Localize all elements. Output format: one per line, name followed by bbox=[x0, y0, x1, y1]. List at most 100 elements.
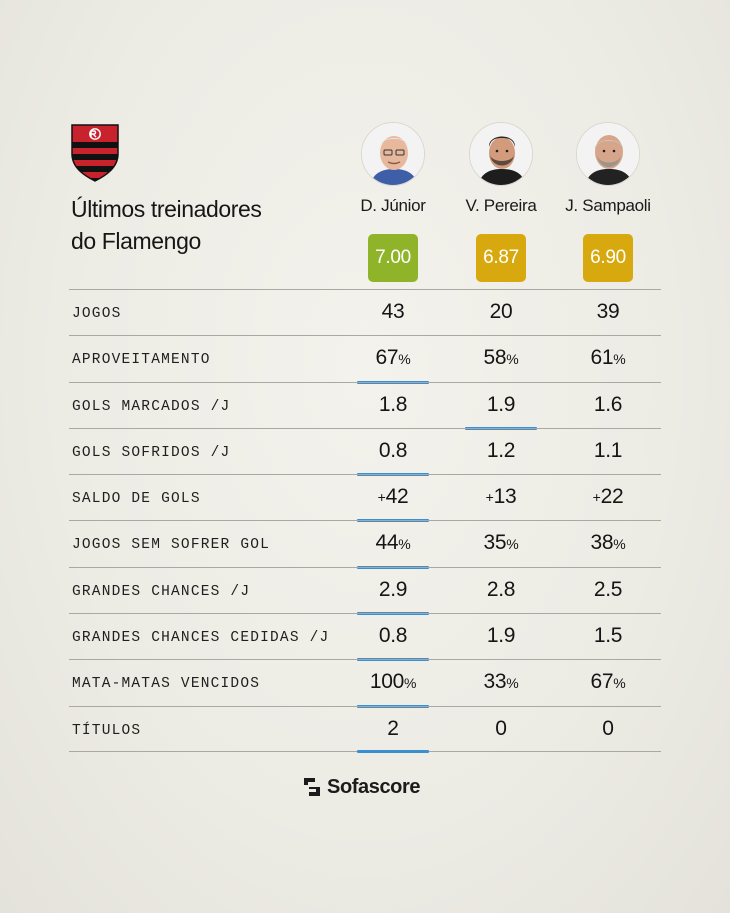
stat-value: 35% bbox=[465, 531, 537, 555]
stat-value: 67% bbox=[357, 346, 429, 370]
stat-value-number: 1.6 bbox=[593, 392, 623, 416]
table-row: JOGOS 43 20 39 bbox=[69, 289, 661, 335]
title-line-2: do Flamengo bbox=[71, 228, 201, 254]
stat-value-number: 0.8 bbox=[378, 438, 408, 462]
stat-value: 0 bbox=[465, 717, 537, 741]
stat-value-number: 33 bbox=[483, 670, 507, 694]
stat-value: 38% bbox=[572, 531, 644, 555]
best-value-underline bbox=[357, 749, 429, 753]
title-line-1: Últimos treinadores bbox=[71, 196, 262, 222]
coach-column-sampaoli: J. Sampaoli 6.90 bbox=[553, 122, 663, 282]
stat-value: 2.9 bbox=[357, 578, 429, 602]
stat-value-number: 0.8 bbox=[378, 624, 408, 648]
stat-value-number: 20 bbox=[489, 300, 513, 323]
coach-avatar bbox=[576, 122, 640, 186]
stat-value: 0.8 bbox=[357, 439, 429, 463]
table-row: TÍTULOS 2 0 0 bbox=[69, 705, 661, 753]
stat-value-suffix: % bbox=[403, 675, 417, 692]
stat-label: APROVEITAMENTO bbox=[72, 352, 211, 369]
stat-value-suffix: % bbox=[506, 536, 519, 553]
stat-value-suffix: % bbox=[398, 351, 411, 368]
stat-value: +42 bbox=[357, 485, 429, 509]
stat-value-number: 2.5 bbox=[593, 577, 623, 601]
stat-value: 0 bbox=[572, 717, 644, 741]
stat-value: +13 bbox=[465, 485, 537, 509]
stat-value: 39 bbox=[572, 300, 644, 324]
stat-value: 61% bbox=[572, 346, 644, 370]
table-row: APROVEITAMENTO 67% 58% 61% bbox=[69, 335, 661, 384]
stat-value: 1.1 bbox=[572, 439, 644, 463]
stat-value-suffix: % bbox=[613, 351, 626, 368]
stat-value-number: 2 bbox=[387, 716, 399, 740]
stat-value-number: 61 bbox=[590, 346, 614, 370]
stat-value-number: 67 bbox=[375, 346, 399, 370]
stat-value: 0.8 bbox=[357, 624, 429, 648]
stat-label: MATA-MATAS VENCIDOS bbox=[72, 676, 261, 693]
stat-value-number: 1.2 bbox=[486, 438, 516, 462]
stat-value-number: 1.1 bbox=[593, 438, 623, 462]
stat-value: 20 bbox=[465, 300, 537, 324]
stat-value-suffix: % bbox=[398, 536, 411, 553]
stat-value-number: 35 bbox=[483, 531, 507, 555]
flamengo-crest-icon bbox=[71, 124, 119, 182]
stat-value: 43 bbox=[357, 300, 429, 324]
stat-value-number: 38 bbox=[590, 531, 614, 555]
stat-value: 58% bbox=[465, 346, 537, 370]
coach-name: J. Sampaoli bbox=[565, 196, 651, 215]
stat-value-number: 13 bbox=[493, 485, 517, 509]
stat-value-number: 2.8 bbox=[486, 577, 516, 601]
stat-label: GRANDES CHANCES /J bbox=[72, 583, 251, 600]
stat-value: 100% bbox=[357, 670, 429, 694]
brand-name: Sofascore bbox=[327, 775, 421, 798]
stat-value-number: 1.9 bbox=[486, 624, 516, 648]
stat-value-number: 1.5 bbox=[593, 624, 623, 648]
table-row: GRANDES CHANCES /J 2.9 2.8 2.5 bbox=[69, 566, 661, 616]
stat-value-number: 100 bbox=[369, 670, 404, 694]
stat-label: TÍTULOS bbox=[72, 722, 142, 739]
stat-label: JOGOS SEM SOFRER GOL bbox=[72, 537, 271, 554]
stat-value-number: 67 bbox=[590, 670, 614, 694]
stat-value: 44% bbox=[357, 531, 429, 555]
coach-rating-badge: 7.00 bbox=[368, 234, 418, 282]
stat-value-prefix: + bbox=[377, 489, 386, 506]
stat-value-number: 43 bbox=[381, 300, 405, 323]
stat-value-number: 2.9 bbox=[378, 577, 408, 601]
stat-value-number: 39 bbox=[596, 300, 620, 323]
table-row: MATA-MATAS VENCIDOS 100% 33% 67% bbox=[69, 659, 661, 708]
coach-rating-badge: 6.90 bbox=[583, 234, 633, 282]
coach-name: V. Pereira bbox=[465, 196, 537, 215]
stat-value-number: 22 bbox=[600, 485, 624, 509]
page-title: Últimos treinadores do Flamengo bbox=[71, 193, 331, 257]
stat-value: 2.8 bbox=[465, 578, 537, 602]
stat-value: 1.6 bbox=[572, 393, 644, 417]
stat-value: 2.5 bbox=[572, 578, 644, 602]
stat-value-number: 1.8 bbox=[378, 392, 408, 416]
stat-value-number: 1.9 bbox=[486, 392, 516, 416]
stat-label: GOLS MARCADOS /J bbox=[72, 398, 231, 415]
stat-value-prefix: + bbox=[592, 489, 601, 506]
sofascore-brand: Sofascore bbox=[302, 773, 421, 801]
coach-column-pereira: V. Pereira 6.87 bbox=[446, 122, 556, 282]
stat-label: SALDO DE GOLS bbox=[72, 491, 201, 508]
coach-column-junior: D. Júnior 7.00 bbox=[338, 122, 448, 282]
stat-label: JOGOS bbox=[72, 306, 122, 322]
table-row: GOLS SOFRIDOS /J 0.8 1.2 1.1 bbox=[69, 427, 661, 477]
coach-rating-badge: 6.87 bbox=[476, 234, 526, 282]
sofascore-logo-icon bbox=[304, 778, 320, 796]
table-row: GOLS MARCADOS /J 1.8 1.9 1.6 bbox=[69, 381, 661, 430]
stats-table: JOGOS 43 20 39 APROVEITAMENTO 67% 58% 61% GOLS M… bbox=[69, 289, 661, 753]
stat-label: GRANDES CHANCES CEDIDAS /J bbox=[72, 630, 330, 647]
table-row: SALDO DE GOLS +42 +13 +22 bbox=[69, 474, 661, 523]
stat-value: 1.8 bbox=[357, 393, 429, 417]
coach-name: D. Júnior bbox=[360, 196, 426, 215]
stat-value: 2 bbox=[357, 717, 429, 741]
stat-value-number: 0 bbox=[495, 716, 507, 740]
stat-value-number: 42 bbox=[385, 485, 409, 509]
stat-label: GOLS SOFRIDOS /J bbox=[72, 444, 231, 461]
stat-value-suffix: % bbox=[506, 351, 519, 368]
coach-avatar bbox=[361, 122, 425, 186]
stat-value-suffix: % bbox=[506, 675, 519, 692]
stat-value: +22 bbox=[572, 485, 644, 509]
stat-value: 1.9 bbox=[465, 393, 537, 417]
stat-value: 1.2 bbox=[465, 439, 537, 463]
